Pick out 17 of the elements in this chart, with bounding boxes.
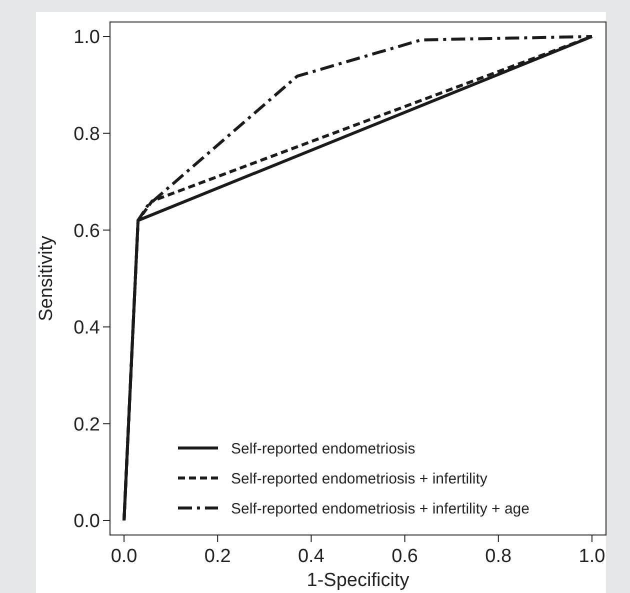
y-tick-label: 0.0 (74, 511, 100, 532)
y-axis-title: Sensitivity (36, 235, 57, 322)
x-tick-label: 0.6 (392, 546, 418, 567)
y-tick-label: 0.2 (74, 414, 100, 436)
x-axis-title: 1-Specificity (306, 570, 410, 591)
x-tick-label: 0.0 (110, 546, 138, 567)
x-tick-label: 1.0 (578, 546, 606, 567)
x-tick-label: 0.8 (485, 546, 512, 567)
x-tick-label: 0.4 (298, 546, 325, 567)
y-tick-label: 0.8 (74, 124, 100, 145)
y-tick-label: 0.4 (74, 318, 100, 339)
legend-label: Self-reported endometriosis (231, 440, 416, 458)
y-tick-label: 1.0 (74, 27, 100, 48)
legend-label: Self-reported endometriosis + infertility + age (231, 500, 530, 518)
legend-label: Self-reported endometriosis + infertility (231, 470, 488, 488)
x-tick-label: 0.2 (204, 546, 231, 567)
y-tick-label: 0.6 (74, 220, 100, 242)
